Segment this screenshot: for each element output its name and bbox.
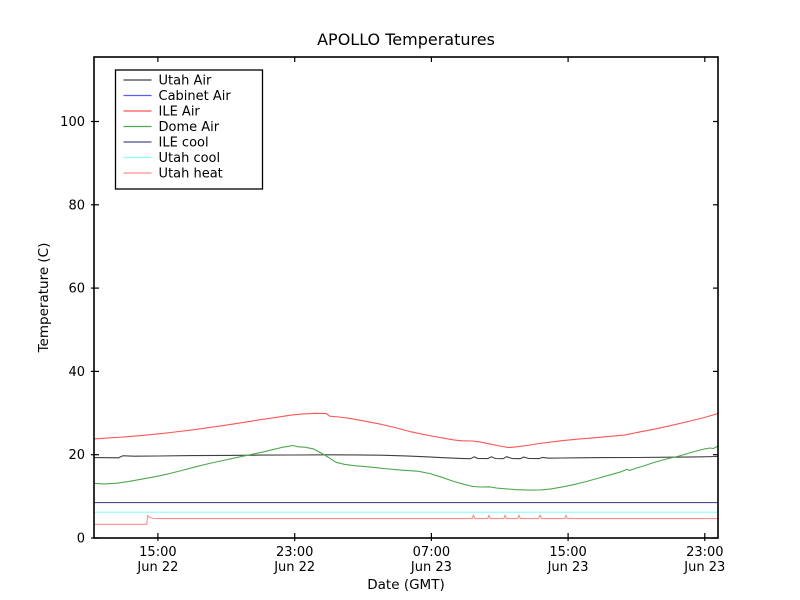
legend-label-utah-cool: Utah cool xyxy=(159,151,221,166)
x-tick-label-time: 23:00 xyxy=(686,545,723,560)
y-tick-label: 100 xyxy=(60,115,85,130)
y-tick-label: 40 xyxy=(68,365,85,380)
plot-frame xyxy=(93,56,719,539)
x-axis-label: Date (GMT) xyxy=(367,577,444,593)
legend-label-utah-air: Utah Air xyxy=(159,74,212,89)
series-line-ile-air xyxy=(93,412,719,449)
legend-label-dome-air: Dome Air xyxy=(159,120,220,135)
chart-title: APOLLO Temperatures xyxy=(317,30,495,49)
x-tick-label-date: Jun 23 xyxy=(547,560,589,575)
legend-label-utah-heat: Utah heat xyxy=(159,167,223,182)
x-tick-label-date: Jun 22 xyxy=(136,560,178,575)
x-tick-label-date: Jun 23 xyxy=(683,560,725,575)
x-tick-label-time: 23:00 xyxy=(276,545,313,560)
x-tick-label-time: 07:00 xyxy=(413,545,450,560)
y-tick-label: 20 xyxy=(68,448,85,463)
series-line-utah-heat xyxy=(94,514,718,525)
x-tick-label-date: Jun 22 xyxy=(273,560,315,575)
legend-label-ile-cool: ILE cool xyxy=(159,136,209,151)
y-tick-label: 80 xyxy=(68,198,85,213)
y-tick-label: 0 xyxy=(77,532,85,547)
chart-legend-box xyxy=(114,69,264,190)
series-line-dome-air xyxy=(93,444,719,491)
x-tick-label-date: Jun 23 xyxy=(410,560,452,575)
x-tick-label-time: 15:00 xyxy=(139,545,176,560)
x-tick-label-time: 15:00 xyxy=(549,545,586,560)
legend-label-ile-air: ILE Air xyxy=(159,105,201,120)
legend-label-cabinet-air: Cabinet Air xyxy=(159,89,232,104)
y-tick-label: 60 xyxy=(68,282,85,297)
series-line-utah-air xyxy=(93,454,719,460)
y-axis-label: Temperature (C) xyxy=(36,243,52,354)
